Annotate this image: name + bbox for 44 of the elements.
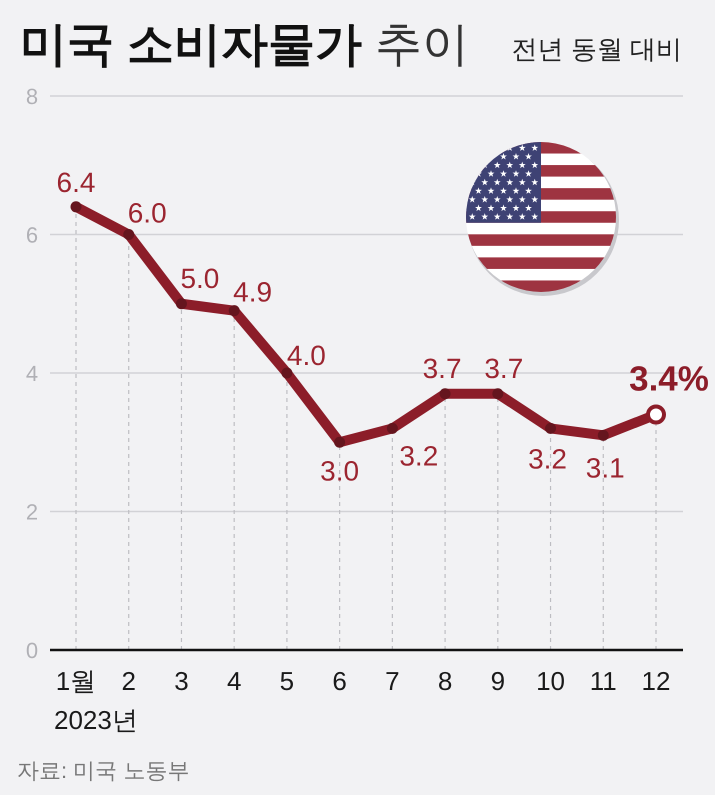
data-label: 3.2 [528,443,568,474]
data-label: 3.4% [629,360,709,399]
point [281,368,292,378]
point [70,201,82,212]
y-tick-label: 0 [26,638,38,663]
point [334,436,346,448]
point [598,430,609,441]
y-tick-label: 6 [26,222,38,248]
point [228,305,240,316]
chart-subtitle: 전년 동월 대비 [512,34,682,64]
point [545,422,556,434]
x-tick-label: 7 [385,666,400,696]
y-tick-label: 4 [26,361,38,386]
data-label: 3.2 [399,440,438,472]
text: 자료: 미국 노동부 [17,758,190,783]
x-tick-label: 8 [438,666,452,696]
x-tick-label: 6 [332,666,347,696]
data-label: 3.1 [586,452,625,484]
point [440,388,451,400]
point [176,298,187,310]
x-tick-label: 12 [642,666,670,696]
y-tick-label: 8 [26,84,38,109]
point [492,388,504,400]
data-label: 6.4 [56,166,96,198]
x-tick-label: 5 [280,666,294,696]
data-label: 3.7 [484,352,524,384]
chart-title: 미국 소비자물가 추이 [20,17,470,70]
x-tick-label: 4 [226,666,242,696]
y-tick-label: 2 [26,500,38,524]
data-label: 4.9 [233,276,272,308]
x-tick-label: 9 [490,666,506,696]
point [123,229,134,240]
point [386,422,398,434]
text: 2023년 [54,705,138,735]
x-tick-label: 10 [536,666,566,696]
x-tick-label: 3 [174,666,189,696]
data-label: 3.7 [422,352,462,384]
data-label: 4.0 [286,340,326,371]
x-tick-label: 2 [121,666,136,696]
data-label: 6.0 [128,198,167,228]
data-label: 3.0 [320,455,360,486]
data-label: 5.0 [180,262,220,294]
x-tick-label: 1월 [56,666,96,696]
x-tick-label: 11 [590,666,617,696]
